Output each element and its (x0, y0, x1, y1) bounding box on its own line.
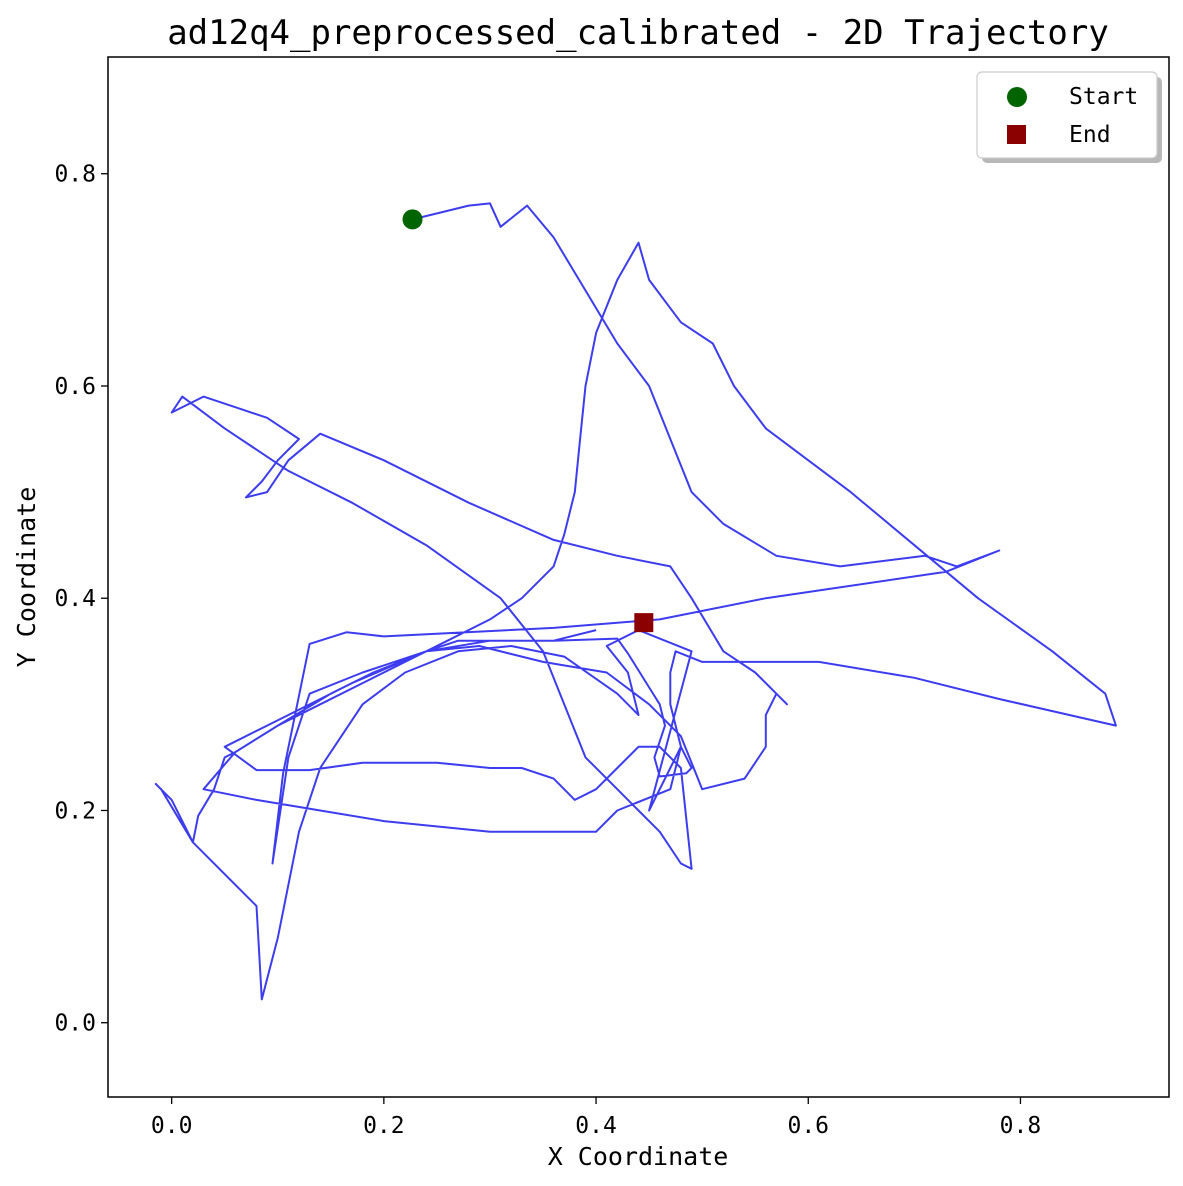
legend-start-label: Start (1069, 84, 1138, 110)
x-tick-label: 0.0 (151, 1113, 193, 1139)
x-tick-label: 0.6 (787, 1113, 829, 1139)
legend-end-label: End (1069, 122, 1111, 148)
chart-title: ad12q4_preprocessed_calibrated - 2D Traj… (167, 13, 1109, 53)
y-tick-label: 0.4 (54, 586, 96, 612)
legend-start-marker (1007, 87, 1027, 107)
y-tick-label: 0.6 (54, 374, 96, 400)
start-marker (402, 209, 423, 230)
y-tick-label: 0.8 (54, 162, 96, 188)
trajectory-path (154, 202, 1117, 1001)
y-tick-label: 0.2 (54, 798, 96, 824)
markers (402, 209, 654, 633)
legend: Start End (976, 71, 1162, 163)
y-axis-ticks: 0.0 0.2 0.4 0.6 0.8 (54, 162, 108, 1037)
y-tick-label: 0.0 (54, 1011, 96, 1037)
x-tick-label: 0.8 (1000, 1113, 1042, 1139)
plot-area (154, 202, 1117, 1001)
x-tick-label: 0.2 (363, 1113, 405, 1139)
legend-end-marker (1007, 125, 1026, 144)
end-marker (634, 613, 654, 633)
x-tick-label: 0.4 (575, 1113, 617, 1139)
y-axis-label: Y Coordinate (12, 487, 41, 668)
x-axis-ticks: 0.0 0.2 0.4 0.6 0.8 (151, 1097, 1041, 1139)
plot-frame (107, 56, 1170, 1098)
x-axis-label: X Coordinate (548, 1142, 729, 1171)
